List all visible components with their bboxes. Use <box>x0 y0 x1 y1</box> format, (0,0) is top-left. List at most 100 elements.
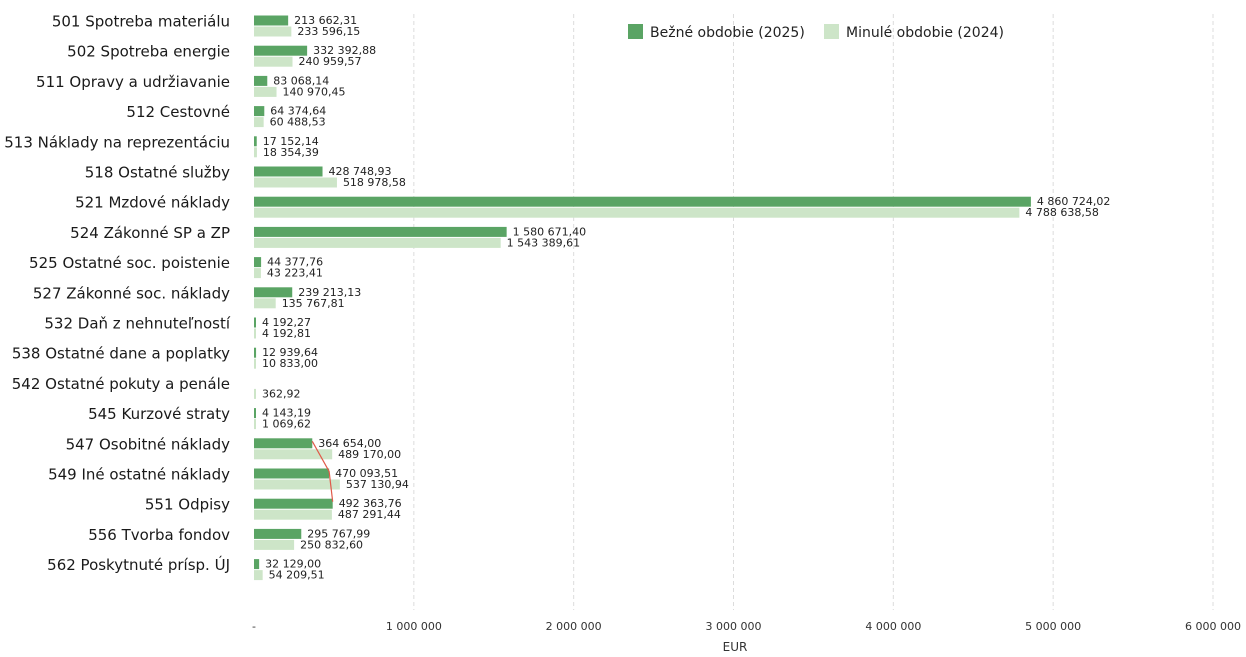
bar-2025-501-spotreba-materialu <box>254 15 289 26</box>
value-label-2025: 295 767,99 <box>307 527 370 540</box>
bar-2025-525-ostatne-soc-poistenie <box>254 257 262 268</box>
value-label-2024: 10 833,00 <box>262 357 318 370</box>
x-tick-label: 4 000 000 <box>865 620 921 633</box>
bar-2024-547-osobitne-naklady <box>254 449 333 460</box>
bar-2025-556-tvorba-fondov <box>254 528 302 539</box>
bar-2025-562-poskytnute-prisp-uj <box>254 559 260 570</box>
value-label-2024: 43 223,41 <box>267 267 323 280</box>
value-label-2024: 135 767,81 <box>282 297 345 310</box>
value-label-2024: 250 832,60 <box>300 538 363 551</box>
category-label-513-naklady-na-reprezentaciu: 513 Náklady na reprezentáciu <box>4 133 230 151</box>
value-label-2024: 4 788 638,58 <box>1025 206 1098 219</box>
value-label-2025: 17 152,14 <box>263 135 319 148</box>
category-label-549-ine-ostatne-naklady: 549 Iné ostatné náklady <box>48 466 230 484</box>
value-label-2025: 332 392,88 <box>313 44 376 57</box>
value-label-2024: 489 170,00 <box>338 448 401 461</box>
bar-2025-527-zakonne-soc-naklady <box>254 287 293 298</box>
bar-2025-551-odpisy <box>254 498 333 509</box>
value-label-2025: 428 748,93 <box>329 165 392 178</box>
category-label-562-poskytnute-prisp-uj: 562 Poskytnuté prísp. ÚJ <box>47 555 230 574</box>
value-label-2024: 362,92 <box>262 387 301 400</box>
value-label-2025: 470 093,51 <box>335 467 398 480</box>
bar-2024-551-odpisy <box>254 509 332 520</box>
value-label-2024: 487 291,44 <box>338 508 401 521</box>
value-label-2024: 233 596,15 <box>297 25 360 38</box>
category-label-527-zakonne-soc-naklady: 527 Zákonné soc. náklady <box>33 284 230 302</box>
value-label-2024: 54 209,51 <box>269 569 325 582</box>
bar-2024-524-zakonne-sp-a-zp <box>254 237 501 248</box>
value-label-2025: 12 939,64 <box>262 346 318 359</box>
category-label-538-ostatne-dane-a-poplatky: 538 Ostatné dane a poplatky <box>12 345 230 363</box>
bar-2024-501-spotreba-materialu <box>254 26 292 37</box>
bar-2025-511-opravy-a-udrziavanie <box>254 75 268 86</box>
category-label-545-kurzove-straty: 545 Kurzové straty <box>88 405 230 423</box>
x-tick-label: - <box>252 620 256 633</box>
bar-2024-511-opravy-a-udrziavanie <box>254 86 277 97</box>
category-label-547-osobitne-naklady: 547 Osobitné náklady <box>66 435 231 453</box>
value-label-2024: 140 970,45 <box>283 85 346 98</box>
category-label-542-ostatne-pokuty-a-penale: 542 Ostatné pokuty a penále <box>12 375 230 393</box>
legend-item-2025-swatch <box>628 24 643 39</box>
bar-2024-521-mzdove-naklady <box>254 207 1020 218</box>
bar-2025-512-cestovne <box>254 106 265 117</box>
value-label-2024: 537 130,94 <box>346 478 409 491</box>
value-label-2024: 240 959,57 <box>299 55 362 68</box>
value-label-2024: 518 978,58 <box>343 176 406 189</box>
bar-2025-532-dan-z-nehnutelnosti <box>254 317 256 328</box>
x-axis-title: EUR <box>723 640 748 654</box>
category-label-518-ostatne-sluzby: 518 Ostatné služby <box>85 164 230 182</box>
value-label-2025: 213 662,31 <box>294 14 357 27</box>
value-label-2024: 60 488,53 <box>270 116 326 129</box>
category-label-502-spotreba-energie: 502 Spotreba energie <box>67 43 230 61</box>
bar-2024-513-naklady-na-reprezentaciu <box>254 147 257 158</box>
bar-2025-545-kurzove-straty <box>254 408 256 419</box>
value-label-2025: 364 654,00 <box>318 437 381 450</box>
grid-lines <box>413 14 1214 610</box>
bar-2024-545-kurzove-straty <box>254 419 256 430</box>
value-label-2024: 1 543 389,61 <box>507 236 580 249</box>
bar-2025-518-ostatne-sluzby <box>254 166 323 177</box>
bar-2025-547-osobitne-naklady <box>254 438 313 449</box>
bar-2024-538-ostatne-dane-a-poplatky <box>254 358 256 369</box>
bar-2024-525-ostatne-soc-poistenie <box>254 268 261 279</box>
x-axis-ticks: - 1 000 000 2 000 000 3 000 000 4 000 000 5 0… <box>252 620 1241 633</box>
category-label-501-spotreba-materialu: 501 Spotreba materiálu <box>52 13 230 31</box>
x-tick-label: 2 000 000 <box>546 620 602 633</box>
value-label-2025: 44 377,76 <box>267 256 323 269</box>
bar-2025-538-ostatne-dane-a-poplatky <box>254 347 257 358</box>
bar-2025-549-ine-ostatne-naklady <box>254 468 330 479</box>
bar-2024-512-cestovne <box>254 117 264 128</box>
bar-2025-524-zakonne-sp-a-zp <box>254 226 507 237</box>
x-tick-label: 5 000 000 <box>1025 620 1081 633</box>
x-tick-label: 1 000 000 <box>386 620 442 633</box>
category-labels: 501 Spotreba materiálu 502 Spotreba energ… <box>4 13 231 575</box>
bar-2024-556-tvorba-fondov <box>254 539 295 550</box>
value-label-2025: 32 129,00 <box>265 558 321 571</box>
bar-2024-562-poskytnute-prisp-uj <box>254 570 263 581</box>
category-label-551-odpisy: 551 Odpisy <box>145 496 230 514</box>
value-label-2024: 1 069,62 <box>262 418 311 431</box>
category-label-512-cestovne: 512 Cestovné <box>126 103 230 121</box>
bar-2024-549-ine-ostatne-naklady <box>254 479 340 490</box>
value-label-2024: 18 354,39 <box>263 146 319 159</box>
x-tick-label: 6 000 000 <box>1185 620 1241 633</box>
connector-line <box>311 441 334 502</box>
bar-2024-527-zakonne-soc-naklady <box>254 298 276 309</box>
legend-item-2024-label: Minulé obdobie (2024) <box>846 25 1004 41</box>
legend-item-2024-swatch <box>824 24 839 39</box>
value-label-2025: 239 213,13 <box>298 286 361 299</box>
bar-2025-513-naklady-na-reprezentaciu <box>254 136 257 147</box>
value-label-2025: 4 860 724,02 <box>1037 195 1110 208</box>
value-label-2025: 4 143,19 <box>262 407 311 420</box>
category-label-556-tvorba-fondov: 556 Tvorba fondov <box>88 526 230 544</box>
bar-2024-542-ostatne-pokuty-a-penale <box>254 388 256 399</box>
bar-2025-521-mzdove-naklady <box>254 196 1031 207</box>
connector-polyline <box>311 441 334 502</box>
category-label-525-ostatne-soc-poistenie: 525 Ostatné soc. poistenie <box>29 254 230 272</box>
category-label-511-opravy-a-udrziavanie: 511 Opravy a udržiavanie <box>36 73 230 91</box>
value-label-2025: 492 363,76 <box>339 497 402 510</box>
bar-2024-532-dan-z-nehnutelnosti <box>254 328 256 339</box>
value-label-2024: 4 192,81 <box>262 327 311 340</box>
